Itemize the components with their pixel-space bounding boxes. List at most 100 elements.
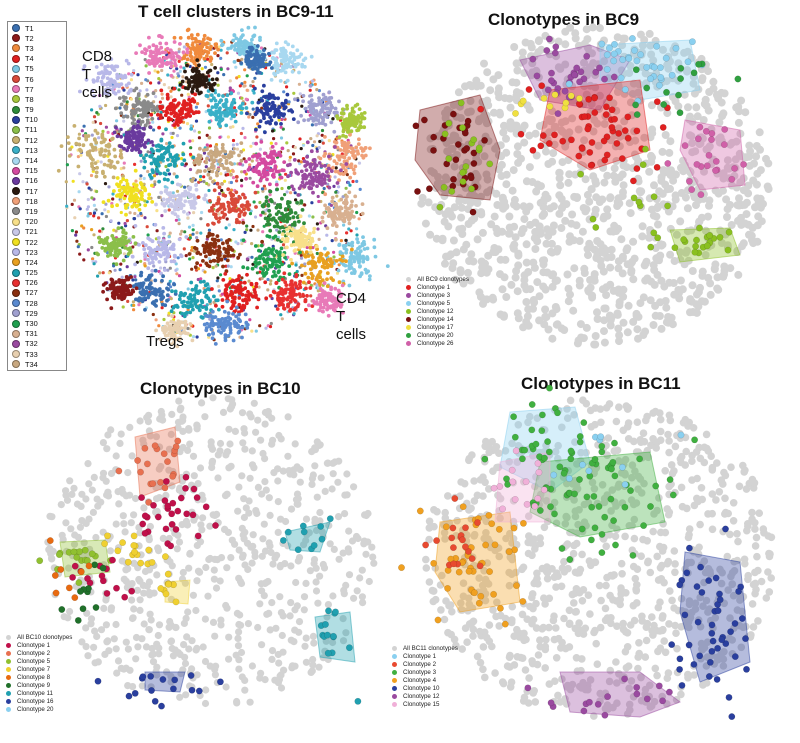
cell-point <box>313 82 317 86</box>
legend-entry: T1 <box>8 23 66 33</box>
cell-point <box>325 226 330 231</box>
cell-point <box>311 230 316 235</box>
cell-point <box>234 240 238 244</box>
cell-point <box>93 128 98 133</box>
cell-point <box>196 161 201 165</box>
cell-point <box>206 287 210 291</box>
cell-point <box>134 51 139 55</box>
cell-point <box>131 245 135 249</box>
cell-point <box>121 228 126 233</box>
cell-point <box>184 103 189 107</box>
cell-point <box>281 46 286 51</box>
cell-point <box>122 295 127 299</box>
cell-point <box>271 129 275 133</box>
cell-point <box>293 191 297 195</box>
cell-point <box>203 65 208 69</box>
cell-point <box>117 188 122 193</box>
cell-point <box>130 112 134 117</box>
cell-point <box>314 122 318 127</box>
cell-point <box>323 203 327 208</box>
cell-point <box>203 246 208 251</box>
cell-point <box>276 291 281 296</box>
cell-point <box>113 82 118 86</box>
cell-point <box>335 217 339 221</box>
cell-point <box>319 179 324 184</box>
cell-point <box>286 163 290 168</box>
cell-point <box>313 177 317 182</box>
cell-point <box>294 198 298 202</box>
cell-point <box>91 120 95 124</box>
legend-swatch <box>12 105 20 114</box>
cell-point <box>206 223 210 227</box>
cell-point <box>331 165 335 170</box>
cell-point <box>197 136 201 140</box>
cell-point <box>277 118 281 122</box>
cell-point <box>258 178 263 183</box>
cell-point <box>355 128 359 133</box>
cell-point <box>292 57 297 62</box>
cell-point <box>272 224 277 229</box>
cell-point <box>221 264 225 269</box>
cell-point <box>165 95 170 100</box>
cell-point <box>198 76 203 80</box>
legend-label: T14 <box>25 156 38 166</box>
cell-point <box>204 165 208 169</box>
cell-point <box>180 111 185 116</box>
cell-point <box>80 224 84 228</box>
cell-point <box>161 238 166 243</box>
cell-point <box>296 239 301 244</box>
cell-point <box>304 307 308 312</box>
cell-point <box>167 208 171 212</box>
cell-point <box>243 68 247 72</box>
cell-point <box>325 170 329 174</box>
cell-point <box>372 245 377 250</box>
cell-point <box>209 93 214 97</box>
cell-point <box>314 103 318 108</box>
cell-point <box>327 185 332 190</box>
cell-point <box>163 333 168 338</box>
cell-point <box>132 104 136 109</box>
cell-point <box>132 130 136 135</box>
cell-point <box>136 199 141 204</box>
cell-point <box>202 75 207 80</box>
legend-swatch <box>12 329 20 338</box>
cell-point <box>281 127 285 131</box>
cell-point <box>163 257 168 262</box>
cell-point <box>201 259 205 263</box>
cell-point <box>248 163 252 167</box>
cell-point <box>229 180 233 185</box>
cell-point <box>274 142 278 146</box>
cell-point <box>232 33 237 38</box>
cell-point <box>260 253 265 257</box>
cell-point <box>266 155 271 159</box>
cell-point <box>192 61 197 66</box>
cell-point <box>271 93 275 98</box>
cell-point <box>224 111 229 116</box>
cell-point <box>223 179 227 183</box>
cell-point <box>310 201 314 205</box>
cell-point <box>292 91 296 95</box>
cell-point <box>221 193 226 197</box>
cell-point <box>167 337 171 342</box>
cell-point <box>334 207 338 211</box>
cell-point <box>217 284 221 288</box>
cell-point <box>187 195 192 199</box>
cell-point <box>212 251 217 256</box>
cell-point <box>84 77 89 82</box>
cell-point <box>274 41 279 46</box>
cell-point <box>101 139 106 144</box>
cell-point <box>198 178 203 182</box>
cell-point <box>234 289 238 294</box>
cell-point <box>357 260 361 265</box>
cell-point <box>175 134 180 138</box>
cell-point <box>238 325 243 330</box>
cell-point <box>112 264 116 268</box>
cell-point <box>164 187 169 192</box>
cell-point <box>280 292 285 297</box>
cell-point <box>183 291 188 296</box>
cell-point <box>105 241 109 246</box>
cell-point <box>207 135 212 140</box>
cell-point <box>77 142 81 147</box>
cell-point <box>237 312 241 317</box>
cell-point <box>332 159 337 164</box>
